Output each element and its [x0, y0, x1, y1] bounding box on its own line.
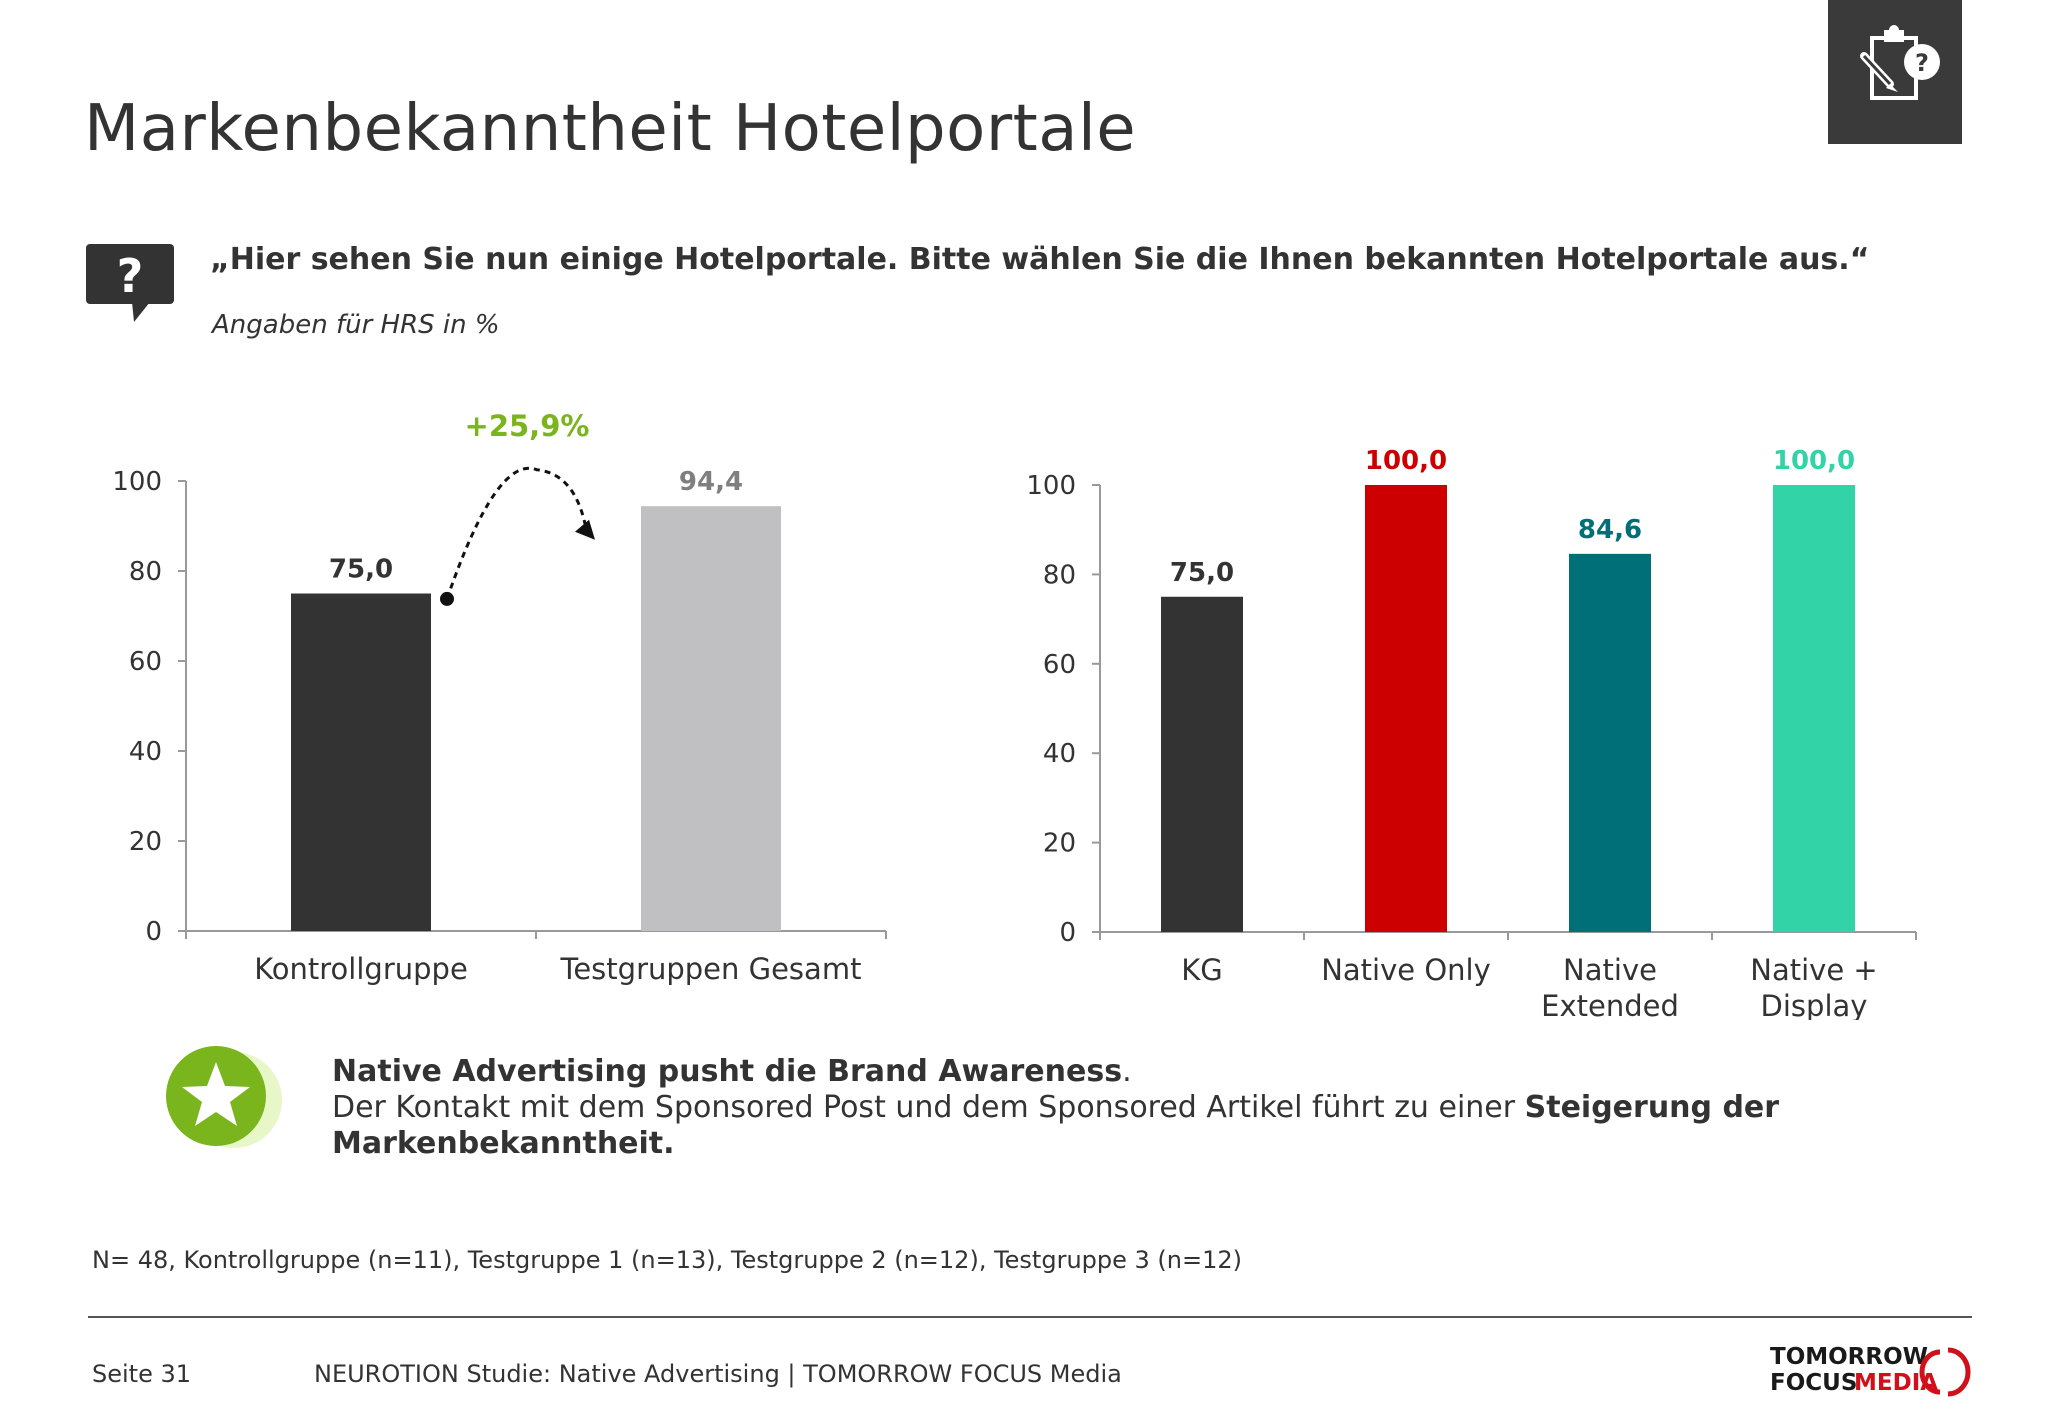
bar [1569, 553, 1651, 932]
insight-text: Native Advertising pusht die Brand Aware… [332, 1054, 1872, 1162]
y-tick-label: 60 [129, 647, 162, 677]
data-label: 94,4 [679, 467, 743, 497]
page-number: Seite 31 [92, 1360, 192, 1388]
insight-headline: Native Advertising pusht die Brand Aware… [332, 1054, 1123, 1089]
x-tick-label: Extended [1541, 989, 1679, 1020]
x-tick-label: Display [1761, 989, 1868, 1020]
footer-divider [88, 1316, 1972, 1318]
y-tick-label: 60 [1043, 650, 1076, 680]
y-tick-label: 80 [129, 557, 162, 587]
y-tick-label: 40 [129, 737, 162, 767]
footer-source: NEUROTION Studie: Native Advertising | T… [314, 1360, 1122, 1388]
x-tick-label: KG [1181, 953, 1223, 987]
y-tick-label: 20 [129, 827, 162, 857]
curved-arrow-icon [445, 466, 589, 600]
x-tick-label: Native Only [1321, 953, 1491, 987]
clipboard-question-icon-box: ? [1828, 0, 1962, 144]
question-speech-bubble-icon: ? [86, 244, 176, 330]
bar [1365, 485, 1447, 932]
y-tick-label: 20 [1043, 829, 1076, 859]
logo-line1: TOMORROW [1770, 1344, 1928, 1370]
y-tick-label: 40 [1043, 739, 1076, 769]
x-tick-label: Testgruppen Gesamt [560, 952, 862, 986]
arrow-start-dot [440, 591, 454, 606]
data-label: 84,6 [1578, 515, 1642, 545]
svg-text:?: ? [1915, 49, 1929, 77]
page-title: Markenbekanntheit Hotelportale [84, 92, 1137, 166]
bar [1773, 485, 1855, 932]
data-label: 100,0 [1365, 446, 1447, 476]
x-tick-label: Native + [1750, 953, 1877, 987]
data-label: 75,0 [1170, 558, 1234, 588]
star-badge-icon [164, 1044, 294, 1158]
chart-right: 0 20 40 60 80 100 75,0 KG 100,0 Native Only 84,6 Na… [1026, 446, 1917, 1020]
insight-headline-suffix: . [1122, 1054, 1132, 1089]
svg-text:?: ? [117, 249, 144, 303]
tomorrow-focus-media-logo: TOMORROW FOCUS MEDIA [1770, 1340, 1980, 1404]
growth-annotation: +25,9% [465, 409, 590, 443]
y-tick-label: 0 [1059, 918, 1076, 948]
insight-body-bold: Steigerung der Markenbekanntheit. [332, 1090, 1780, 1161]
logo-line2a: FOCUS [1770, 1370, 1857, 1396]
bar [291, 593, 431, 931]
y-tick-label: 100 [112, 467, 162, 497]
bar [1161, 596, 1243, 932]
y-tick-label: 0 [145, 917, 162, 947]
y-tick-label: 80 [1043, 560, 1076, 590]
clipboard-question-icon: ? [1860, 25, 1940, 100]
data-label: 100,0 [1773, 446, 1855, 476]
survey-question: „Hier sehen Sie nun einige Hotelportale.… [210, 242, 1870, 277]
x-tick-label: Kontrollgruppe [254, 952, 468, 986]
arrow-head [575, 519, 595, 540]
y-tick-label: 100 [1026, 471, 1076, 501]
sample-note: N= 48, Kontrollgruppe (n=11), Testgruppe… [92, 1246, 1242, 1274]
insight-body: Der Kontakt mit dem Sponsored Post und d… [332, 1090, 1525, 1125]
x-tick-label: Native [1563, 953, 1657, 987]
bar [641, 506, 781, 931]
survey-question-subtitle: Angaben für HRS in % [212, 310, 500, 340]
data-label: 75,0 [329, 555, 393, 585]
chart-left: 0 20 40 60 80 100 75,0 Kontrollgruppe 94,4 Testgr… [112, 409, 887, 986]
